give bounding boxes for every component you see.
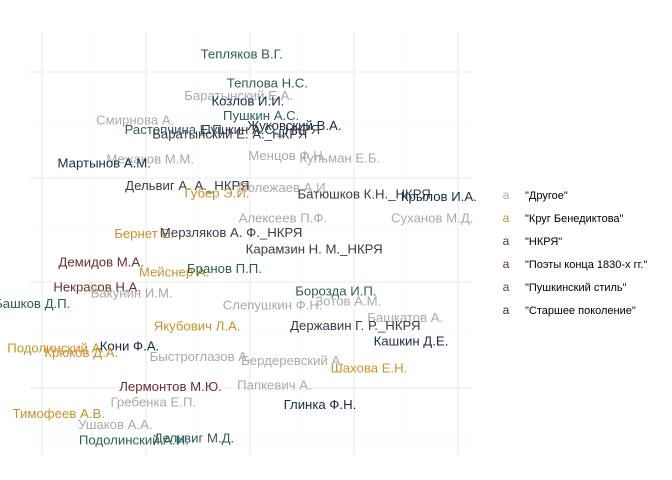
point-label-18: Крылов И.А.	[401, 189, 477, 204]
point-label-12: Межаков М.М.	[106, 151, 194, 166]
point-label-50: Дельвиг М.Д.	[154, 431, 234, 446]
point-label-31: Слепушкин Ф.Н.	[223, 298, 323, 313]
point-label-17: Батюшков К.Н._НКРЯ	[298, 187, 431, 202]
point-label-21: Бернет Е.	[114, 226, 174, 241]
point-label-38: Кони Ф.А.	[100, 339, 159, 354]
legend-label-2: "НКРЯ"	[525, 236, 562, 248]
point-label-35: Державин Г. Р._НКРЯ	[290, 318, 420, 333]
point-label-43: Лермонтов М.Ю.	[119, 379, 222, 394]
point-label-16: Губер Э.И.	[184, 186, 249, 201]
point-label-39: Крюков Д.А.	[44, 345, 118, 360]
point-label-26: Бранов П.П.	[187, 261, 262, 276]
point-label-14: Дельвиг А. А._НКРЯ	[125, 178, 249, 193]
point-label-11: Кульман Е.Б.	[299, 151, 380, 166]
point-label-25: Мейснер А.	[139, 264, 210, 279]
point-label-13: Мартынов А.М.	[58, 156, 151, 171]
point-label-22: Мерзляков А. Ф._НКРЯ	[160, 225, 303, 240]
point-label-5: Смирнова А.	[96, 113, 174, 128]
point-label-34: Якубович Л.А.	[154, 319, 241, 334]
legend-label-1: "Круг Бенедиктова"	[525, 213, 624, 225]
point-label-2: Баратынский Е.А.	[184, 88, 293, 103]
point-label-8: Пушкин А.С._НКРЯ	[201, 122, 320, 137]
legend-key-3: a	[503, 257, 510, 271]
legend-label-4: "Пушкинский стиль"	[525, 282, 627, 294]
point-label-44: Папкевич А.	[237, 378, 312, 393]
legend-key-4: a	[503, 280, 510, 294]
point-label-24: Демидов М.А.	[58, 255, 144, 270]
legend-label-0: "Другое"	[525, 190, 568, 202]
point-label-28: Вакунин И.М.	[91, 286, 173, 301]
point-label-47: Тимофеев А.В.	[13, 406, 105, 421]
point-label-41: Бердеревский А.	[241, 353, 344, 368]
point-label-37: Подолинский А.	[7, 340, 104, 355]
point-label-48: Ушаков А.А.	[78, 417, 153, 432]
point-label-42: Шахова Е.Н.	[331, 360, 408, 375]
point-label-6: Жуковский В.А.	[247, 118, 341, 133]
point-labels: Тепляков В.Г. Теплова Н.С.Баратынский Е.А…	[0, 46, 477, 447]
point-label-45: Гребенка Е.П.	[111, 394, 197, 409]
point-label-7: Растопчина Е.П.	[125, 122, 226, 137]
point-label-32: Зотов А.М.	[315, 294, 381, 309]
legend-label-3: "Поэты конца 1830-х гг."	[525, 259, 647, 271]
point-label-20: Суханов М.Д.	[391, 210, 473, 225]
point-label-4: Пушкин А.С.	[223, 108, 299, 123]
point-label-3: Козлов И.И.	[211, 93, 284, 108]
point-label-30: Башков Д.П.	[0, 296, 70, 311]
point-label-0: Тепляков В.Г.	[201, 46, 283, 61]
legend-label-5: "Старшее поколение"	[525, 305, 636, 317]
point-label-33: Башкатов А.	[367, 310, 443, 325]
point-label-49: Подолинский А.И.	[79, 432, 189, 447]
point-label-19: Алексеев П.Ф.	[239, 210, 328, 225]
point-label-23: Карамзин Н. М._НКРЯ	[246, 241, 383, 256]
point-label-15: Полежаев А.И.	[238, 180, 329, 195]
point-label-10: Менцов Ф.Н.	[248, 148, 326, 163]
legend-key-2: a	[503, 234, 510, 248]
point-label-27: Некрасов Н.А.	[53, 279, 141, 294]
legend-key-0: a	[503, 188, 510, 202]
legend-key-5: a	[503, 303, 510, 317]
point-label-29: Борозда И.П.	[295, 283, 376, 298]
point-label-46: Глинка Ф.Н.	[284, 397, 357, 412]
point-label-40: Быстроглазов А.	[150, 349, 251, 364]
point-label-36: Кашкин Д.Е.	[374, 334, 449, 349]
point-label-9: Баратынский Е. А._НКРЯ	[152, 127, 307, 142]
legend-key-1: a	[503, 211, 510, 225]
legend: a "Другое" a "Круг Бенедиктова" a "НКРЯ" a "Поэ…	[503, 188, 648, 317]
grid	[30, 32, 472, 455]
point-label-1: Теплова Н.С.	[227, 75, 308, 90]
